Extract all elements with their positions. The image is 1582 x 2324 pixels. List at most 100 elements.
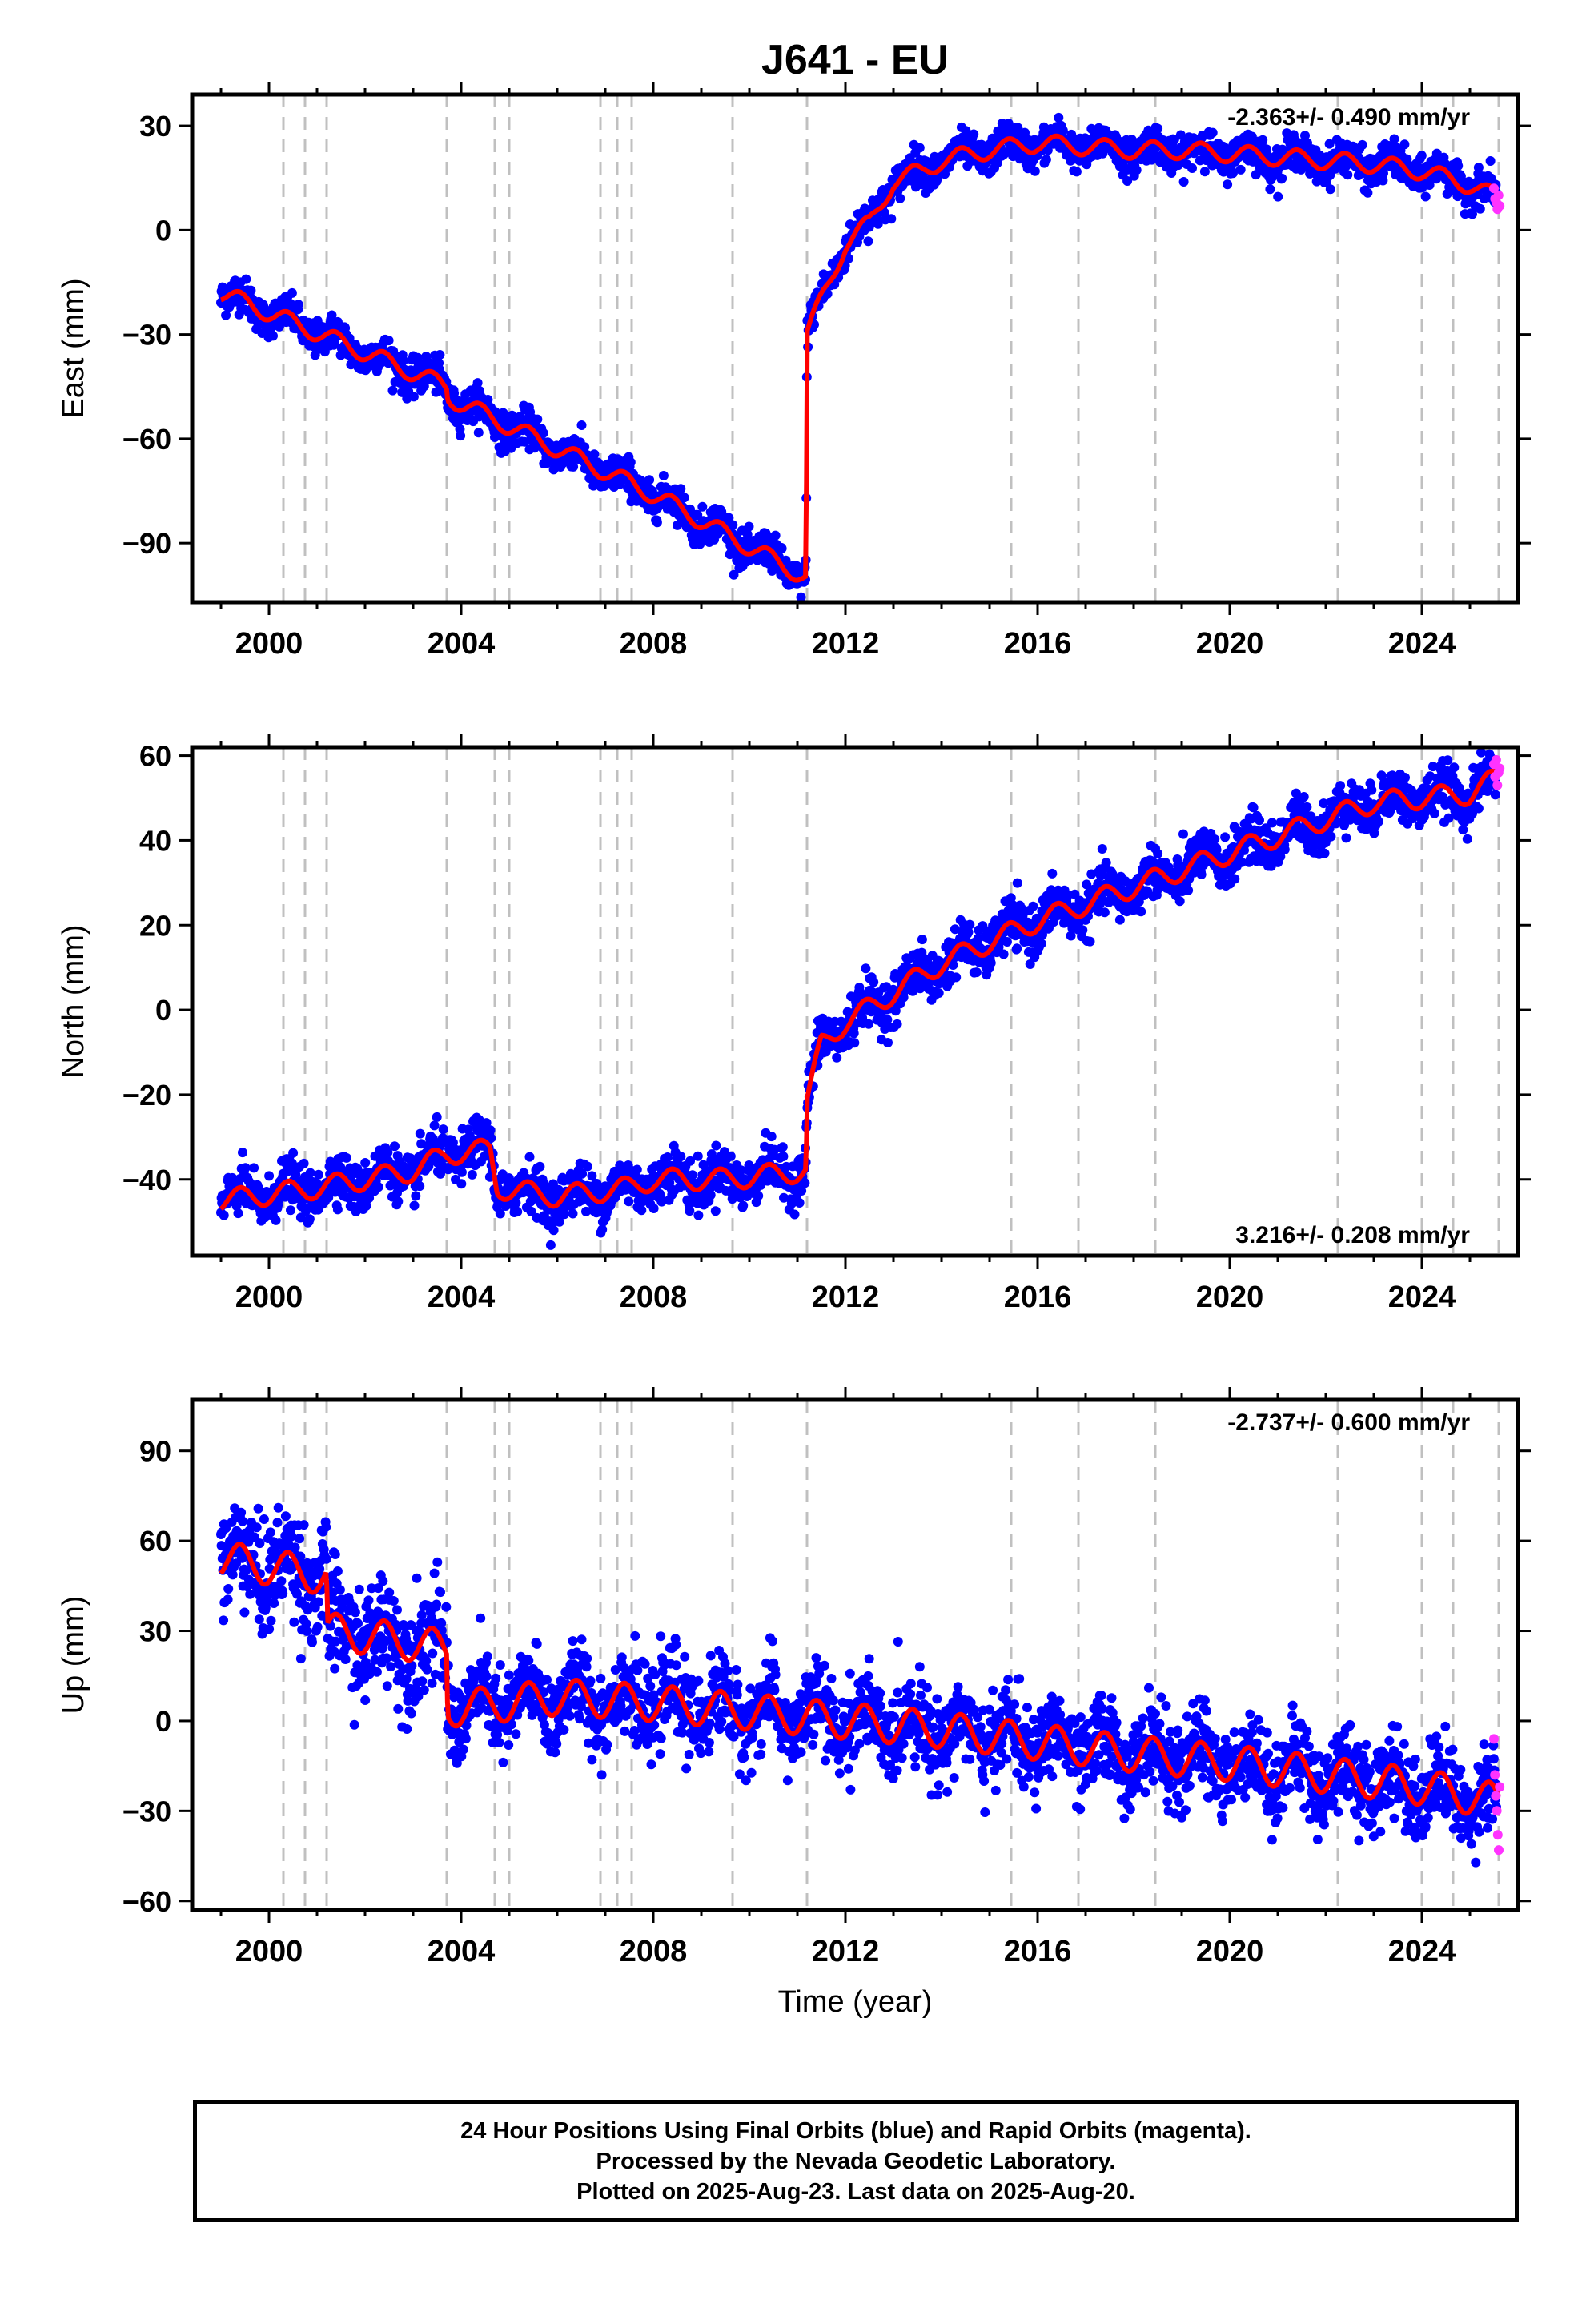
data-point [238,1148,247,1158]
data-point [1131,165,1142,175]
data-point [777,543,787,553]
panel-north: 2000 2004 2008 2012 2016 2020 20246040200−20−4… [57,734,1531,1314]
data-point [1424,180,1435,190]
data-point [1153,849,1163,858]
data-point [1042,145,1053,155]
data-point [1255,815,1264,826]
data-point [705,1190,716,1200]
data-point [383,336,394,346]
data-point [580,442,590,452]
data-point [415,1181,425,1192]
data-point [299,1158,309,1168]
data-point [1357,139,1367,150]
data-point [849,1038,860,1048]
data-point [685,1206,695,1216]
data-point [1002,937,1012,947]
data-point [1251,170,1261,180]
data-point [688,1170,697,1180]
data-point [632,1164,642,1175]
data-point [794,1198,805,1208]
data-point [1122,176,1133,186]
model-curve [220,133,1501,583]
data-point [429,1120,440,1131]
data-point [1099,907,1110,918]
data-point [636,1205,647,1216]
data-point [1267,818,1277,828]
data-point [895,193,905,203]
data-point [416,1139,427,1149]
data-point [800,1178,810,1188]
data-point [738,1200,749,1211]
data-point [917,935,927,945]
x-tick-label: 2012 [812,627,880,661]
data-point [676,1152,686,1162]
data-point [217,282,227,292]
data-point [241,274,251,284]
data-point [992,158,1002,168]
data-point [971,967,982,978]
data-point [1277,173,1287,183]
data-point [472,378,483,388]
plot-frame [190,92,1520,605]
data-point [892,1019,902,1029]
final-orbit-points [216,112,1501,602]
data-point [332,1204,343,1215]
data-point [409,1200,420,1211]
data-point [1473,163,1484,173]
data-point [1475,203,1485,214]
data-point [399,356,408,366]
data-point [351,1206,361,1216]
data-point [524,1152,535,1162]
data-point [1153,123,1163,134]
data-point [766,1132,777,1142]
data-point [1258,135,1268,145]
data-point [327,310,337,320]
data-point [648,1204,659,1213]
data-point [1326,831,1336,842]
y-tick-label: 0 [155,214,171,247]
data-point [1319,848,1330,858]
data-point [695,539,705,549]
y-tick-label: −30 [122,319,171,352]
final-orbit-points [216,747,1501,1250]
data-point [1220,832,1231,842]
data-point [886,214,897,224]
data-point [268,331,278,341]
data-point [532,414,543,424]
x-tick-label: 2000 [235,627,303,661]
data-point [467,1169,477,1180]
data-point [1085,936,1095,947]
data-point [274,321,284,332]
data-point [951,972,962,983]
data-point [1196,870,1207,879]
data-point [969,129,979,139]
x-tick-label: 2024 [1388,627,1456,661]
data-point [1187,163,1197,173]
data-point [1273,191,1283,202]
data-point [965,919,975,930]
data-point [287,287,297,298]
data-point [393,1196,404,1207]
data-point [1235,164,1246,175]
y-tick-label: −60 [122,423,171,456]
data-point [219,1210,229,1220]
data-point [1012,878,1022,888]
data-point [360,1158,371,1168]
data-point [1101,858,1111,868]
data-point [1343,170,1353,180]
data-point [1183,885,1194,895]
data-point [568,461,579,472]
data-point [1248,802,1259,813]
data-point [796,592,806,602]
data-point [545,1240,556,1250]
data-point [314,1169,323,1180]
data-point [1279,844,1290,854]
data-point [693,1210,704,1220]
data-point [1199,167,1210,177]
data-point [742,529,753,540]
data-point [1363,187,1373,198]
data-point [1047,868,1058,879]
data-point [408,392,419,402]
data-point [568,1208,578,1219]
data-point [1054,112,1064,123]
